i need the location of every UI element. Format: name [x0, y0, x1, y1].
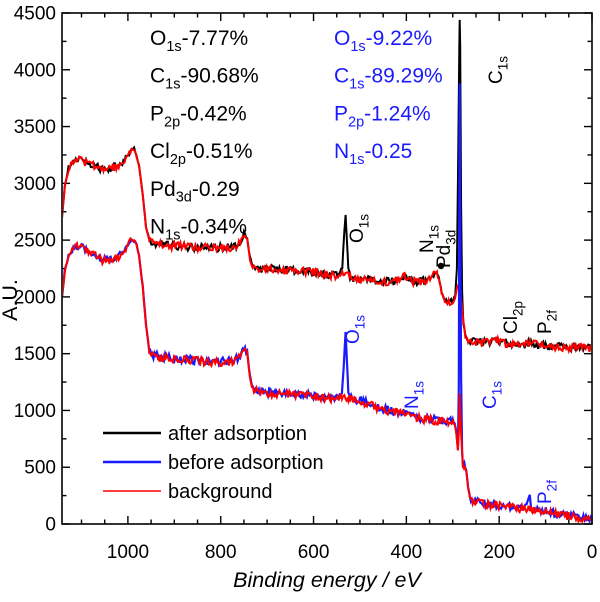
- pd3d-peak-dot: [437, 262, 445, 270]
- legend-label: background: [168, 481, 273, 503]
- legend-item-background: background: [103, 481, 273, 503]
- series-background-upper-: [63, 147, 591, 355]
- peak-label-c1s: C1s: [486, 56, 510, 84]
- peak-label-n1s: N1s: [402, 381, 426, 409]
- y-axis-title: A.U.: [0, 279, 22, 321]
- composition-after-line: N1s-0.34%: [150, 216, 247, 244]
- axis-tick-labels: 1000 800 600 400 200 005001000150020002500300…: [14, 4, 598, 564]
- y-tick-label: 0: [45, 515, 56, 536]
- legend: after adsorption before adsorption backgro…: [103, 423, 324, 503]
- peak-label-p2f: P2f: [535, 480, 559, 504]
- legend-label: after adsorption: [168, 423, 307, 445]
- y-tick-label: 1500: [14, 344, 56, 365]
- peak-label-p2f: P2f: [535, 310, 559, 334]
- axis-ticks: [62, 12, 593, 525]
- legend-item-after-adsorption: after adsorption: [103, 423, 307, 445]
- composition-before-line: O1s-9.22%: [334, 27, 432, 55]
- peak-label-cl2p: Cl2p: [501, 301, 525, 334]
- x-tick-label: 600: [298, 542, 330, 563]
- y-tick-label: 4500: [14, 4, 56, 25]
- composition-before-line: P2p-1.24%: [334, 102, 431, 130]
- composition-after-line: Pd3d-0.29: [150, 178, 240, 206]
- y-tick-label: 4000: [14, 60, 56, 81]
- y-tick-label: 2000: [14, 287, 56, 308]
- y-tick-label: 1000: [14, 401, 56, 422]
- series-background-lower-: [63, 236, 591, 523]
- x-tick-label: 0: [587, 542, 598, 563]
- spectra-curves: [63, 19, 591, 523]
- composition-annotations: O1s-7.77% C1s-90.68% P2p-0.42% Cl2p-0.51% Pd…: [150, 27, 443, 243]
- y-tick-label: 500: [24, 458, 56, 479]
- legend-item-before-adsorption: before adsorption: [103, 452, 324, 474]
- composition-after-line: O1s-7.77%: [150, 27, 248, 55]
- y-tick-label: 3500: [14, 117, 56, 138]
- legend-label: before adsorption: [168, 452, 324, 474]
- x-tick-label: 400: [391, 542, 423, 563]
- composition-after-line: C1s-90.68%: [150, 65, 259, 93]
- y-tick-label: 2500: [14, 231, 56, 252]
- x-tick-label: 800: [205, 542, 237, 563]
- composition-before-line: N1s-0.25: [334, 140, 412, 168]
- peak-label-c1s: C1s: [480, 381, 504, 409]
- peak-markers: [437, 262, 445, 270]
- peak-label-o1s: O1s: [347, 214, 371, 243]
- peak-label-n1s: N1s: [417, 225, 441, 253]
- composition-after-line: P2p-0.42%: [150, 102, 247, 130]
- peak-label-o1s: O1s: [343, 315, 367, 344]
- x-tick-label: 200: [483, 542, 515, 563]
- composition-after-line: Cl2p-0.51%: [150, 140, 253, 168]
- x-axis-title: Binding energy / eV: [233, 568, 423, 592]
- composition-before-line: C1s-89.29%: [334, 65, 443, 93]
- peak-label-pd3d: Pd3d: [434, 230, 458, 268]
- y-tick-label: 3000: [14, 174, 56, 195]
- x-tick-label: 1000: [107, 542, 149, 563]
